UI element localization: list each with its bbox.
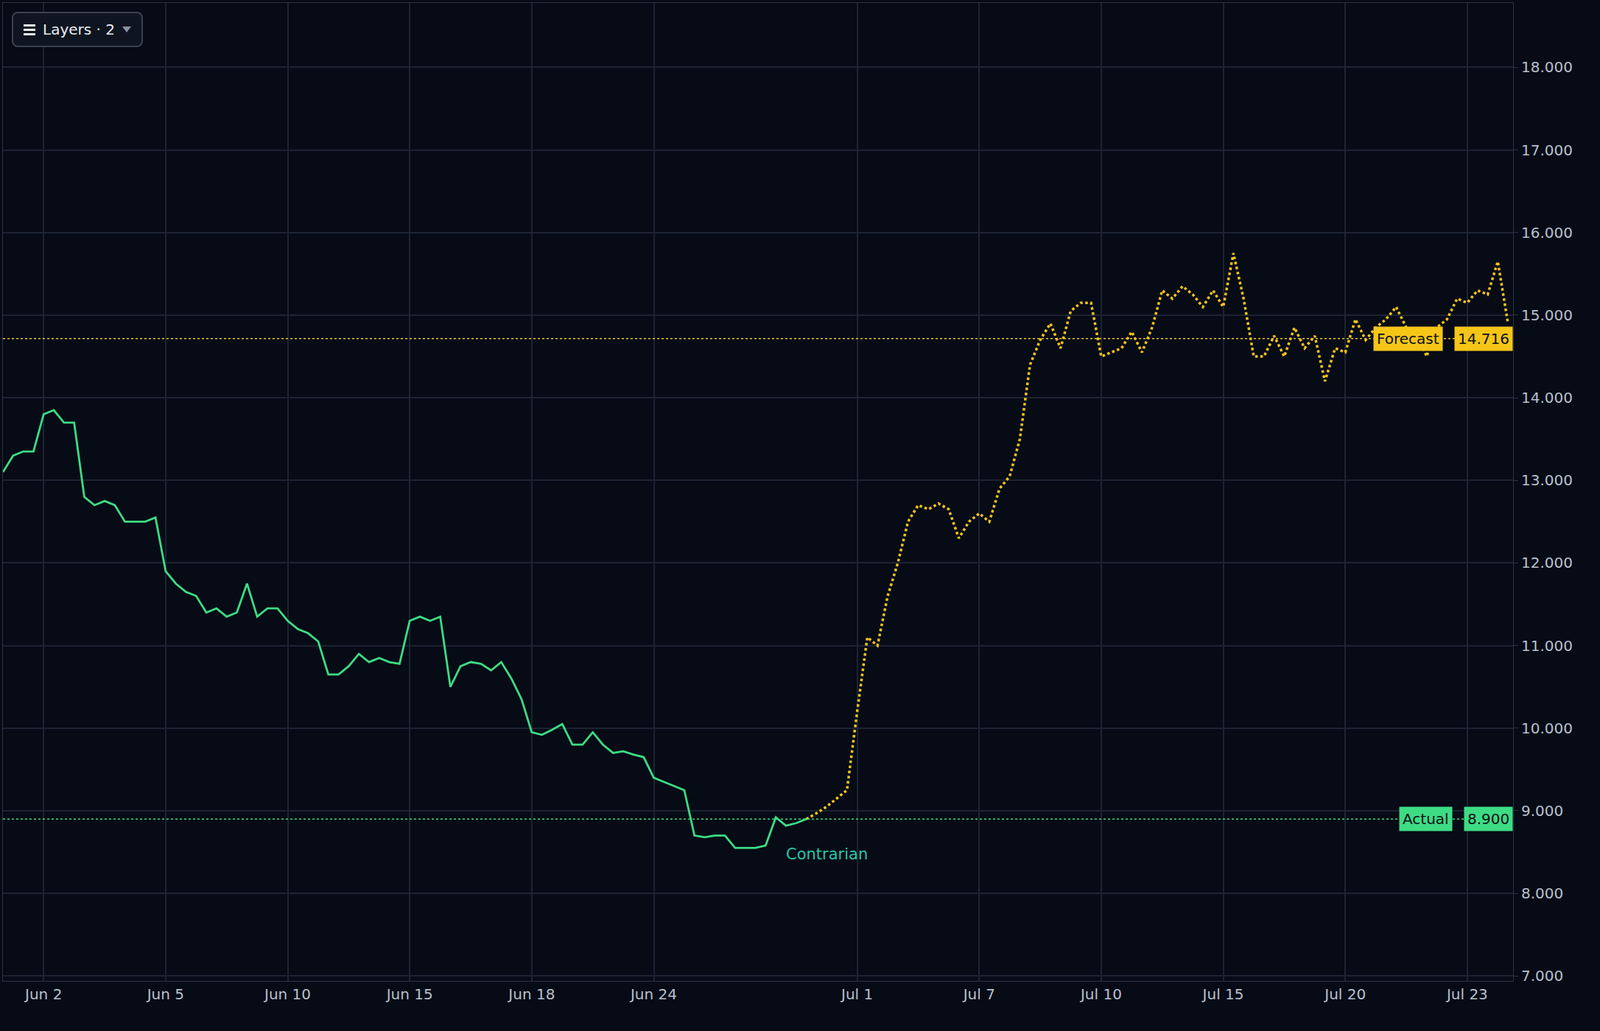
svg-text:15.000: 15.000 (1521, 306, 1573, 325)
svg-text:Jul 23: Jul 23 (1445, 985, 1489, 1004)
svg-text:8.000: 8.000 (1521, 884, 1564, 903)
svg-text:17.000: 17.000 (1521, 141, 1573, 160)
svg-text:18.000: 18.000 (1521, 58, 1573, 76)
svg-text:10.000: 10.000 (1521, 719, 1573, 738)
svg-text:Jun 15: Jun 15 (385, 985, 434, 1004)
svg-text:9.000: 9.000 (1521, 802, 1564, 820)
svg-text:14.000: 14.000 (1521, 388, 1573, 407)
svg-text:Jun 18: Jun 18 (506, 985, 555, 1004)
svg-text:Forecast: Forecast (1376, 330, 1440, 348)
svg-text:Jul 20: Jul 20 (1323, 985, 1366, 1004)
svg-text:Jul 1: Jul 1 (839, 985, 873, 1004)
svg-text:Jun 24: Jun 24 (629, 985, 677, 1004)
svg-text:11.000: 11.000 (1521, 637, 1573, 655)
svg-text:Jul 15: Jul 15 (1201, 985, 1245, 1004)
svg-text:Contrarian: Contrarian (786, 845, 868, 864)
svg-text:Actual: Actual (1402, 810, 1449, 828)
svg-text:Jul 7: Jul 7 (962, 985, 996, 1004)
html-text:Layers · 2: Layers · 2 (42, 20, 115, 39)
svg-text:14.716: 14.716 (1457, 330, 1510, 348)
svg-text:Jun 10: Jun 10 (262, 985, 311, 1004)
svg-text:Jun 2: Jun 2 (23, 985, 62, 1004)
svg-text:Jul 10: Jul 10 (1079, 985, 1122, 1004)
svg-text:7.000: 7.000 (1521, 967, 1564, 985)
svg-text:8.900: 8.900 (1467, 810, 1510, 828)
svg-text:Jun 5: Jun 5 (145, 985, 185, 1004)
svg-text:12.000: 12.000 (1521, 553, 1573, 572)
svg-text:13.000: 13.000 (1521, 471, 1573, 490)
svg-text:16.000: 16.000 (1521, 223, 1573, 242)
